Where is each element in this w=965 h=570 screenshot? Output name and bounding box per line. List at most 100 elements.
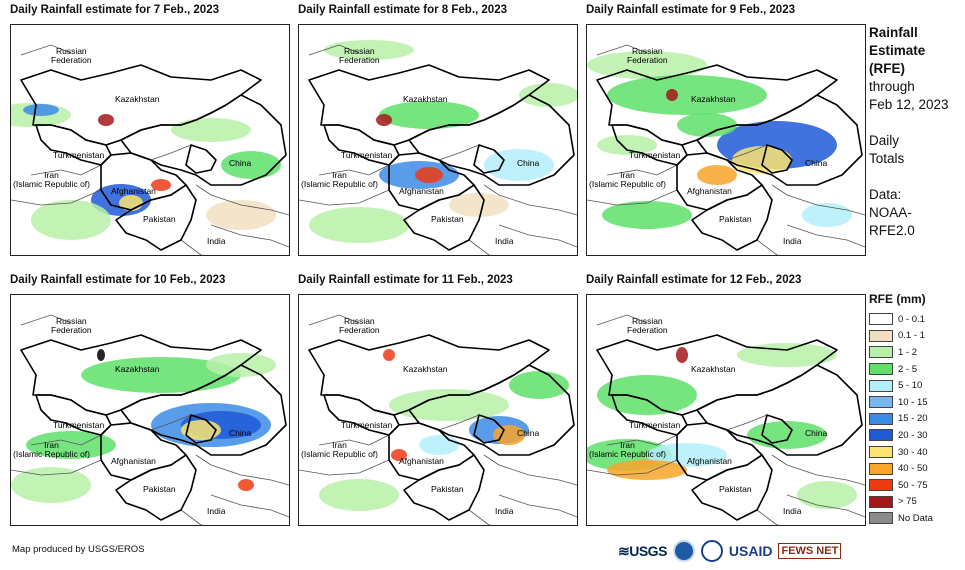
country-label-afghanistan: Afghanistan xyxy=(399,456,444,466)
country-label-pakistan: Pakistan xyxy=(719,214,752,224)
panel-title: Daily Rainfall estimate for 7 Feb., 2023 xyxy=(10,4,219,16)
side-title-line-3: (RFE) xyxy=(869,61,905,76)
legend: 0 - 0.1 0.1 - 1 1 - 2 2 - 5 5 - 10 10 - 15 15 … xyxy=(869,311,933,527)
side-through-label: through xyxy=(869,79,915,94)
rainfall-area xyxy=(221,151,281,179)
country-label-india: India xyxy=(783,236,802,246)
panel-title: Daily Rainfall estimate for 8 Feb., 2023 xyxy=(298,4,507,16)
province-boundary xyxy=(30,434,102,446)
province-boundary xyxy=(756,239,782,255)
legend-swatch xyxy=(869,446,893,459)
province-boundary xyxy=(195,184,289,216)
province-boundary xyxy=(150,414,192,431)
province-boundary xyxy=(756,509,782,525)
country-label-china: China xyxy=(517,158,540,168)
country-label-china: China xyxy=(517,428,540,438)
country-label-kazakhstan: Kazakhstan xyxy=(403,364,448,374)
province-boundary xyxy=(180,239,206,255)
side-panel: Rainfall Estimate (RFE) through Feb 12, … xyxy=(869,24,965,240)
rainfall-area xyxy=(11,467,91,503)
province-boundary xyxy=(596,314,648,326)
province-boundary xyxy=(180,509,206,525)
country-boundary xyxy=(115,184,197,251)
fews-net-logo: FEWS NET xyxy=(778,543,842,559)
province-boundary xyxy=(771,184,865,216)
rainfall-area xyxy=(379,101,479,129)
country-label-pakistan: Pakistan xyxy=(431,214,464,224)
country-label-iran: Iran (Islamic Republic of) xyxy=(589,440,666,459)
legend-label: 20 - 30 xyxy=(898,429,928,441)
legend-label: 2 - 5 xyxy=(898,363,918,375)
province-boundary xyxy=(308,314,360,326)
rainfall-area xyxy=(597,375,697,415)
rainfall-area xyxy=(797,481,857,509)
province-boundary xyxy=(20,44,72,56)
legend-label: 30 - 40 xyxy=(898,446,928,458)
rainfall-area xyxy=(23,104,59,116)
country-boundary xyxy=(408,94,575,186)
rainfall-area xyxy=(493,425,525,445)
legend-label: > 75 xyxy=(898,496,917,508)
country-boundary xyxy=(120,364,287,456)
country-boundary xyxy=(696,364,863,456)
side-source-line-2: RFE2.0 xyxy=(869,223,915,238)
province-boundary xyxy=(318,434,390,446)
rainfall-area xyxy=(449,193,509,217)
rainfall-area xyxy=(677,113,737,137)
province-boundary xyxy=(483,184,577,216)
rainfall-map: Russian Federation Kazakhstan Turkmenistan… xyxy=(586,24,866,256)
country-label-india: India xyxy=(207,236,226,246)
rainfall-area xyxy=(206,200,276,230)
country-label-pakistan: Pakistan xyxy=(143,484,176,494)
province-boundary xyxy=(786,224,865,248)
rainfall-area xyxy=(419,435,459,455)
legend-label: 5 - 10 xyxy=(898,380,923,392)
country-label-turkmenistan: Turkmenistan xyxy=(629,150,681,160)
province-boundary xyxy=(195,454,289,486)
country-label-kazakhstan: Kazakhstan xyxy=(691,94,736,104)
legend-swatch xyxy=(869,462,893,475)
province-boundary xyxy=(11,189,102,206)
rainfall-area xyxy=(647,443,727,467)
rainfall-area xyxy=(383,349,395,361)
country-label-turkmenistan: Turkmenistan xyxy=(53,150,105,160)
rainfall-area xyxy=(737,343,837,367)
legend-label: 15 - 20 xyxy=(898,413,928,425)
rainfall-map: Russian Federation Kazakhstan Turkmenistan… xyxy=(10,294,290,526)
map-canvas xyxy=(587,44,865,255)
legend-swatch xyxy=(869,412,893,425)
country-label-china: China xyxy=(805,158,828,168)
country-boundary xyxy=(185,414,217,444)
rainfall-area xyxy=(324,40,414,60)
side-data-label: Data: xyxy=(869,187,902,202)
legend-label: 10 - 15 xyxy=(898,396,928,408)
country-boundary xyxy=(761,144,793,174)
rainfall-map: Russian Federation Kazakhstan Turkmenistan… xyxy=(10,24,290,256)
legend-swatch xyxy=(869,379,893,392)
province-boundary xyxy=(210,224,289,248)
legend-swatch xyxy=(869,479,893,492)
legend-item: > 75 xyxy=(869,494,933,511)
legend-label: No Data xyxy=(898,512,933,524)
usgs-logo: ≋USGS xyxy=(618,542,667,559)
country-label-russia: Russian Federation xyxy=(627,316,668,335)
province-boundary xyxy=(468,239,494,255)
legend-item: No Data xyxy=(869,510,933,527)
legend-item: 30 - 40 xyxy=(869,444,933,461)
country-label-afghanistan: Afghanistan xyxy=(111,186,156,196)
country-label-pakistan: Pakistan xyxy=(431,484,464,494)
rainfall-area xyxy=(509,371,569,399)
province-boundary xyxy=(587,459,678,476)
legend-item: 1 - 2 xyxy=(869,344,933,361)
rainfall-area xyxy=(587,51,707,79)
rainfall-area xyxy=(97,349,105,361)
rainfall-area xyxy=(309,207,409,243)
rainfall-area xyxy=(607,75,767,115)
rainfall-area xyxy=(597,135,657,155)
province-boundary xyxy=(771,454,865,486)
province-boundary xyxy=(299,189,390,206)
legend-title: RFE (mm) xyxy=(869,292,926,306)
country-label-afghanistan: Afghanistan xyxy=(399,186,444,196)
country-boundary xyxy=(403,184,485,251)
province-boundary xyxy=(606,164,678,176)
